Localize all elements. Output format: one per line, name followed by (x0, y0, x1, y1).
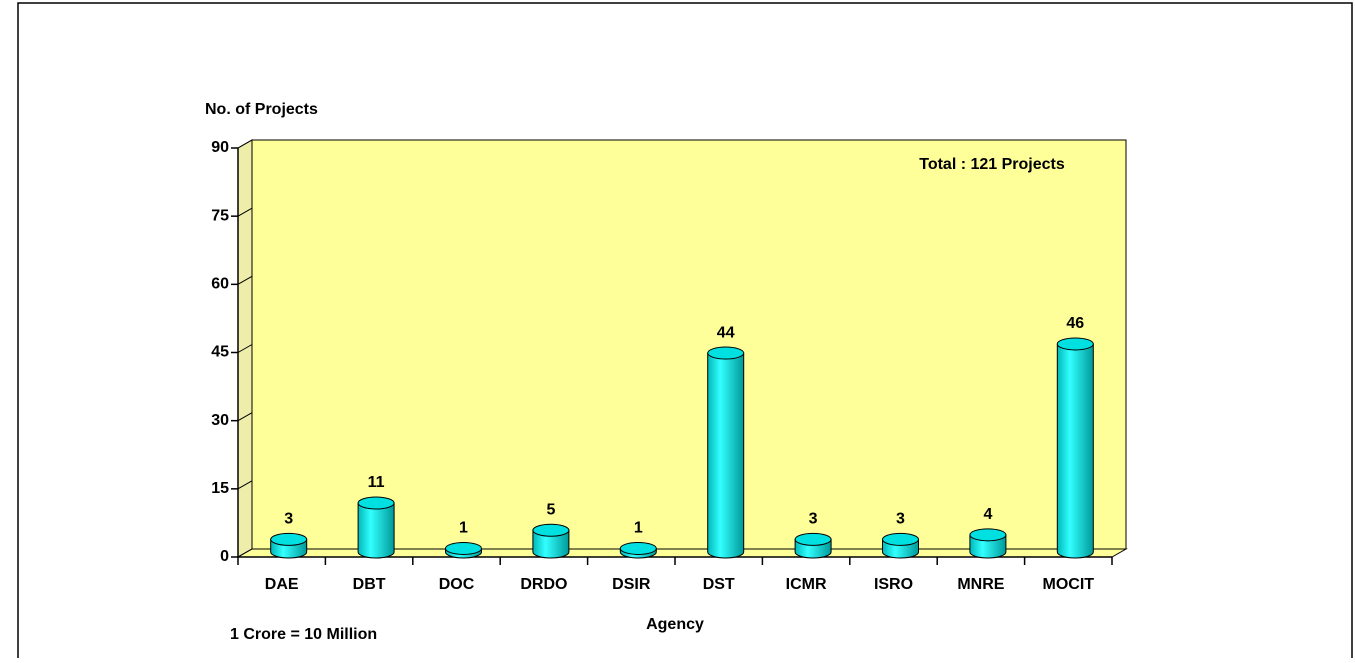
x-tick-label: DSIR (612, 576, 651, 593)
y-tick-depth (237, 344, 253, 353)
y-tick-depth (237, 275, 253, 285)
data-label: 3 (284, 511, 293, 528)
x-axis-label: Agency (646, 616, 704, 633)
x-tick-label: DRDO (520, 576, 567, 593)
bar-top (794, 532, 832, 546)
data-label: 3 (809, 511, 818, 528)
data-label: 5 (546, 501, 555, 518)
x-tick-label: DOC (439, 576, 475, 593)
x-tick-label: DST (703, 576, 735, 593)
x-tick-label: MNRE (957, 576, 1004, 593)
y-tick-label: 30 (211, 412, 229, 429)
bar-top (1056, 337, 1094, 351)
bar (619, 541, 657, 559)
bar-top (707, 346, 745, 360)
bar (270, 532, 308, 559)
bar (969, 528, 1007, 559)
bar-top (882, 532, 919, 546)
data-label: 1 (459, 520, 468, 537)
data-label: 46 (1066, 315, 1084, 332)
bar (532, 523, 570, 559)
frame (17, 2, 1353, 663)
data-label: 11 (368, 474, 385, 491)
y-tick-depth (237, 480, 253, 490)
note: 1 Crore = 10 Million (230, 626, 377, 643)
y-tick-depth (237, 548, 253, 558)
data-label: 1 (634, 520, 643, 537)
bar (357, 496, 395, 559)
bar-body (1056, 343, 1094, 559)
bar (882, 532, 919, 559)
y-tick-depth (237, 139, 253, 149)
bar-top (619, 541, 657, 555)
bar (1056, 337, 1094, 559)
y-tick-label: 0 (220, 548, 229, 565)
annotation: Total : 121 Projects (919, 156, 1065, 173)
x-tick-label: ISRO (874, 576, 913, 593)
y-axis-label: No. of Projects (205, 101, 318, 118)
data-label: 3 (896, 511, 905, 528)
x-tick-label: DAE (265, 576, 299, 593)
x-tick-label: DBT (353, 576, 386, 593)
y-tick-depth (237, 412, 253, 422)
bar-top (445, 541, 482, 555)
x-tick-label: ICMR (786, 576, 827, 593)
bar-top (532, 523, 570, 537)
y-tick-label: 15 (211, 480, 229, 497)
bar-body (357, 502, 395, 559)
y-tick-label: 60 (211, 276, 229, 293)
data-label: 4 (983, 506, 992, 523)
plot-area (231, 139, 1128, 565)
bar (794, 532, 832, 559)
bar (445, 541, 482, 559)
bar-body (707, 352, 745, 559)
bar-body (969, 534, 1007, 559)
bar-top (357, 496, 395, 510)
y-tick-label: 75 (211, 207, 229, 224)
bar-top (969, 528, 1007, 542)
bar-top (270, 532, 308, 546)
x-tick-label: MOCIT (1043, 576, 1095, 593)
y-tick-label: 90 (211, 139, 229, 156)
bar-body (532, 529, 570, 559)
data-label: 44 (717, 324, 735, 341)
y-tick-label: 45 (211, 344, 229, 361)
y-tick-depth (237, 207, 253, 217)
bar (707, 346, 745, 559)
